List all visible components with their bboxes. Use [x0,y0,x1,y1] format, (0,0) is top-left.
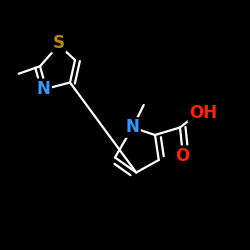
Text: N: N [37,80,51,98]
Text: S: S [53,34,65,52]
Text: O: O [176,147,190,165]
Text: N: N [126,118,140,136]
Text: OH: OH [189,104,217,122]
